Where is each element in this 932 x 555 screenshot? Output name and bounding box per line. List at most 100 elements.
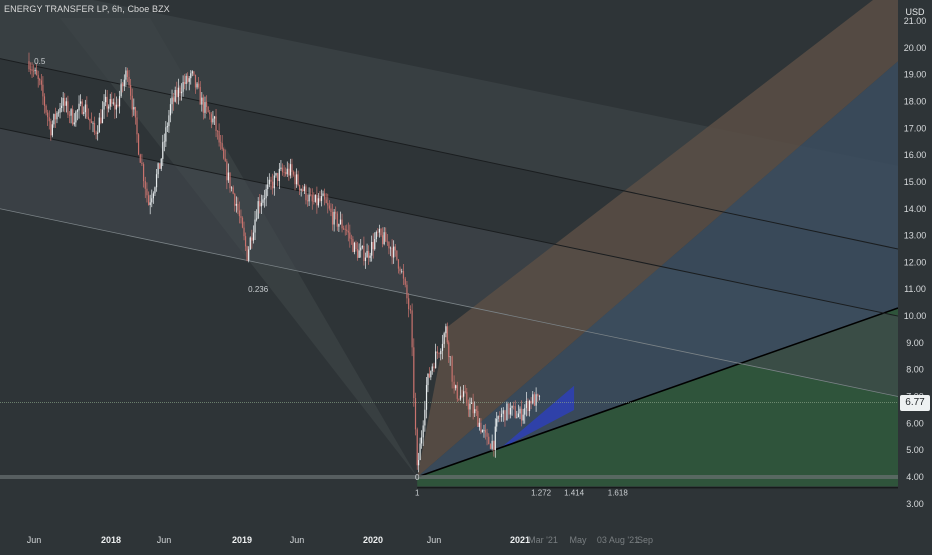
candle-body — [259, 201, 261, 207]
candle-body — [201, 97, 203, 105]
candle-body — [339, 219, 342, 225]
y-tick-label: 9.00 — [906, 338, 924, 348]
candle-body — [267, 184, 269, 190]
candle-body — [322, 193, 324, 197]
candle-body — [75, 111, 77, 123]
y-tick-label: 14.00 — [904, 204, 927, 214]
candle-body — [528, 400, 531, 412]
candle-body — [32, 70, 35, 72]
fan-blue-glow — [498, 385, 575, 451]
base-line — [0, 475, 898, 479]
candle-body — [244, 236, 247, 247]
candle-body — [483, 430, 485, 431]
candle-body — [224, 158, 226, 162]
candle-body — [185, 75, 187, 84]
candle-body — [463, 391, 465, 397]
candle-body — [108, 106, 110, 109]
candle-body — [511, 405, 513, 408]
candle-body — [152, 193, 154, 199]
candle-body — [477, 410, 479, 427]
candle-body — [180, 91, 183, 94]
candle-body — [72, 109, 74, 125]
y-tick-label: 21.00 — [904, 16, 927, 26]
candle-body — [202, 97, 205, 113]
candle-body — [504, 410, 506, 421]
candle-body — [263, 198, 266, 200]
candle-body — [353, 242, 356, 252]
candle-body — [86, 104, 88, 117]
candle-body — [535, 394, 537, 406]
y-tick-label: 4.00 — [906, 472, 924, 482]
candle-body — [268, 179, 270, 185]
candle-body — [51, 124, 53, 136]
candle-body — [361, 245, 363, 248]
candle-body — [171, 97, 173, 105]
candle-body — [130, 85, 132, 96]
candle-body — [366, 251, 368, 258]
candle-body — [56, 112, 58, 120]
candle-body — [166, 126, 168, 128]
candle-body — [92, 123, 94, 124]
candle-body — [278, 168, 280, 182]
candle-body — [303, 186, 305, 192]
candle-body — [210, 114, 212, 123]
candle-body — [317, 198, 320, 206]
y-tick-label: 3.00 — [906, 499, 924, 509]
candle-body — [65, 101, 67, 106]
candle-body — [29, 69, 32, 70]
candle-body — [500, 413, 503, 418]
candle-body — [435, 351, 437, 369]
candle-body — [28, 61, 30, 70]
candle-body — [48, 117, 50, 122]
candle-body — [350, 238, 352, 240]
candle-body — [226, 161, 228, 181]
candle-body — [449, 356, 451, 358]
channel-line-mid — [0, 127, 899, 317]
candle-body — [306, 200, 309, 202]
candle-body — [411, 310, 413, 348]
candle-body — [440, 350, 442, 355]
candle-body — [221, 143, 223, 149]
candle-body — [257, 201, 259, 219]
y-tick-label: 6.00 — [906, 418, 924, 428]
candle-body — [177, 87, 179, 98]
x-tick-label: 03 Aug '21 — [597, 535, 639, 545]
candle-body — [469, 403, 471, 410]
candle-body — [43, 96, 46, 106]
candle-body — [404, 278, 406, 285]
candle-body — [311, 195, 313, 202]
candle-body — [115, 104, 117, 110]
candle-body — [386, 241, 388, 243]
candle-body — [305, 186, 307, 201]
candle-body — [90, 121, 93, 124]
candle-body — [506, 403, 508, 421]
candle-body — [234, 193, 236, 206]
candle-body — [215, 116, 217, 131]
candle-body — [330, 208, 332, 213]
candle-body — [251, 237, 253, 241]
candle-body — [396, 250, 398, 260]
candles — [28, 52, 541, 473]
fib-fan-bands — [0, 0, 898, 487]
candle-body — [295, 174, 298, 185]
candle-body — [291, 164, 293, 172]
candle-body — [243, 227, 245, 237]
candle-body — [148, 195, 150, 206]
candle-body — [272, 181, 274, 189]
candle-body — [409, 309, 412, 311]
candle-body — [458, 398, 460, 400]
y-tick-label: 18.00 — [904, 96, 927, 106]
candle-body — [445, 326, 447, 334]
candle-body — [424, 409, 426, 426]
candle-body — [260, 202, 262, 207]
candle-body — [194, 74, 197, 88]
fib-level-label: 1 — [415, 489, 420, 498]
candle-body — [128, 76, 130, 86]
candle-body — [300, 189, 302, 191]
candle-body — [530, 400, 532, 404]
candle-body — [70, 109, 72, 116]
candle-body — [106, 96, 108, 109]
candle-body — [446, 326, 448, 343]
